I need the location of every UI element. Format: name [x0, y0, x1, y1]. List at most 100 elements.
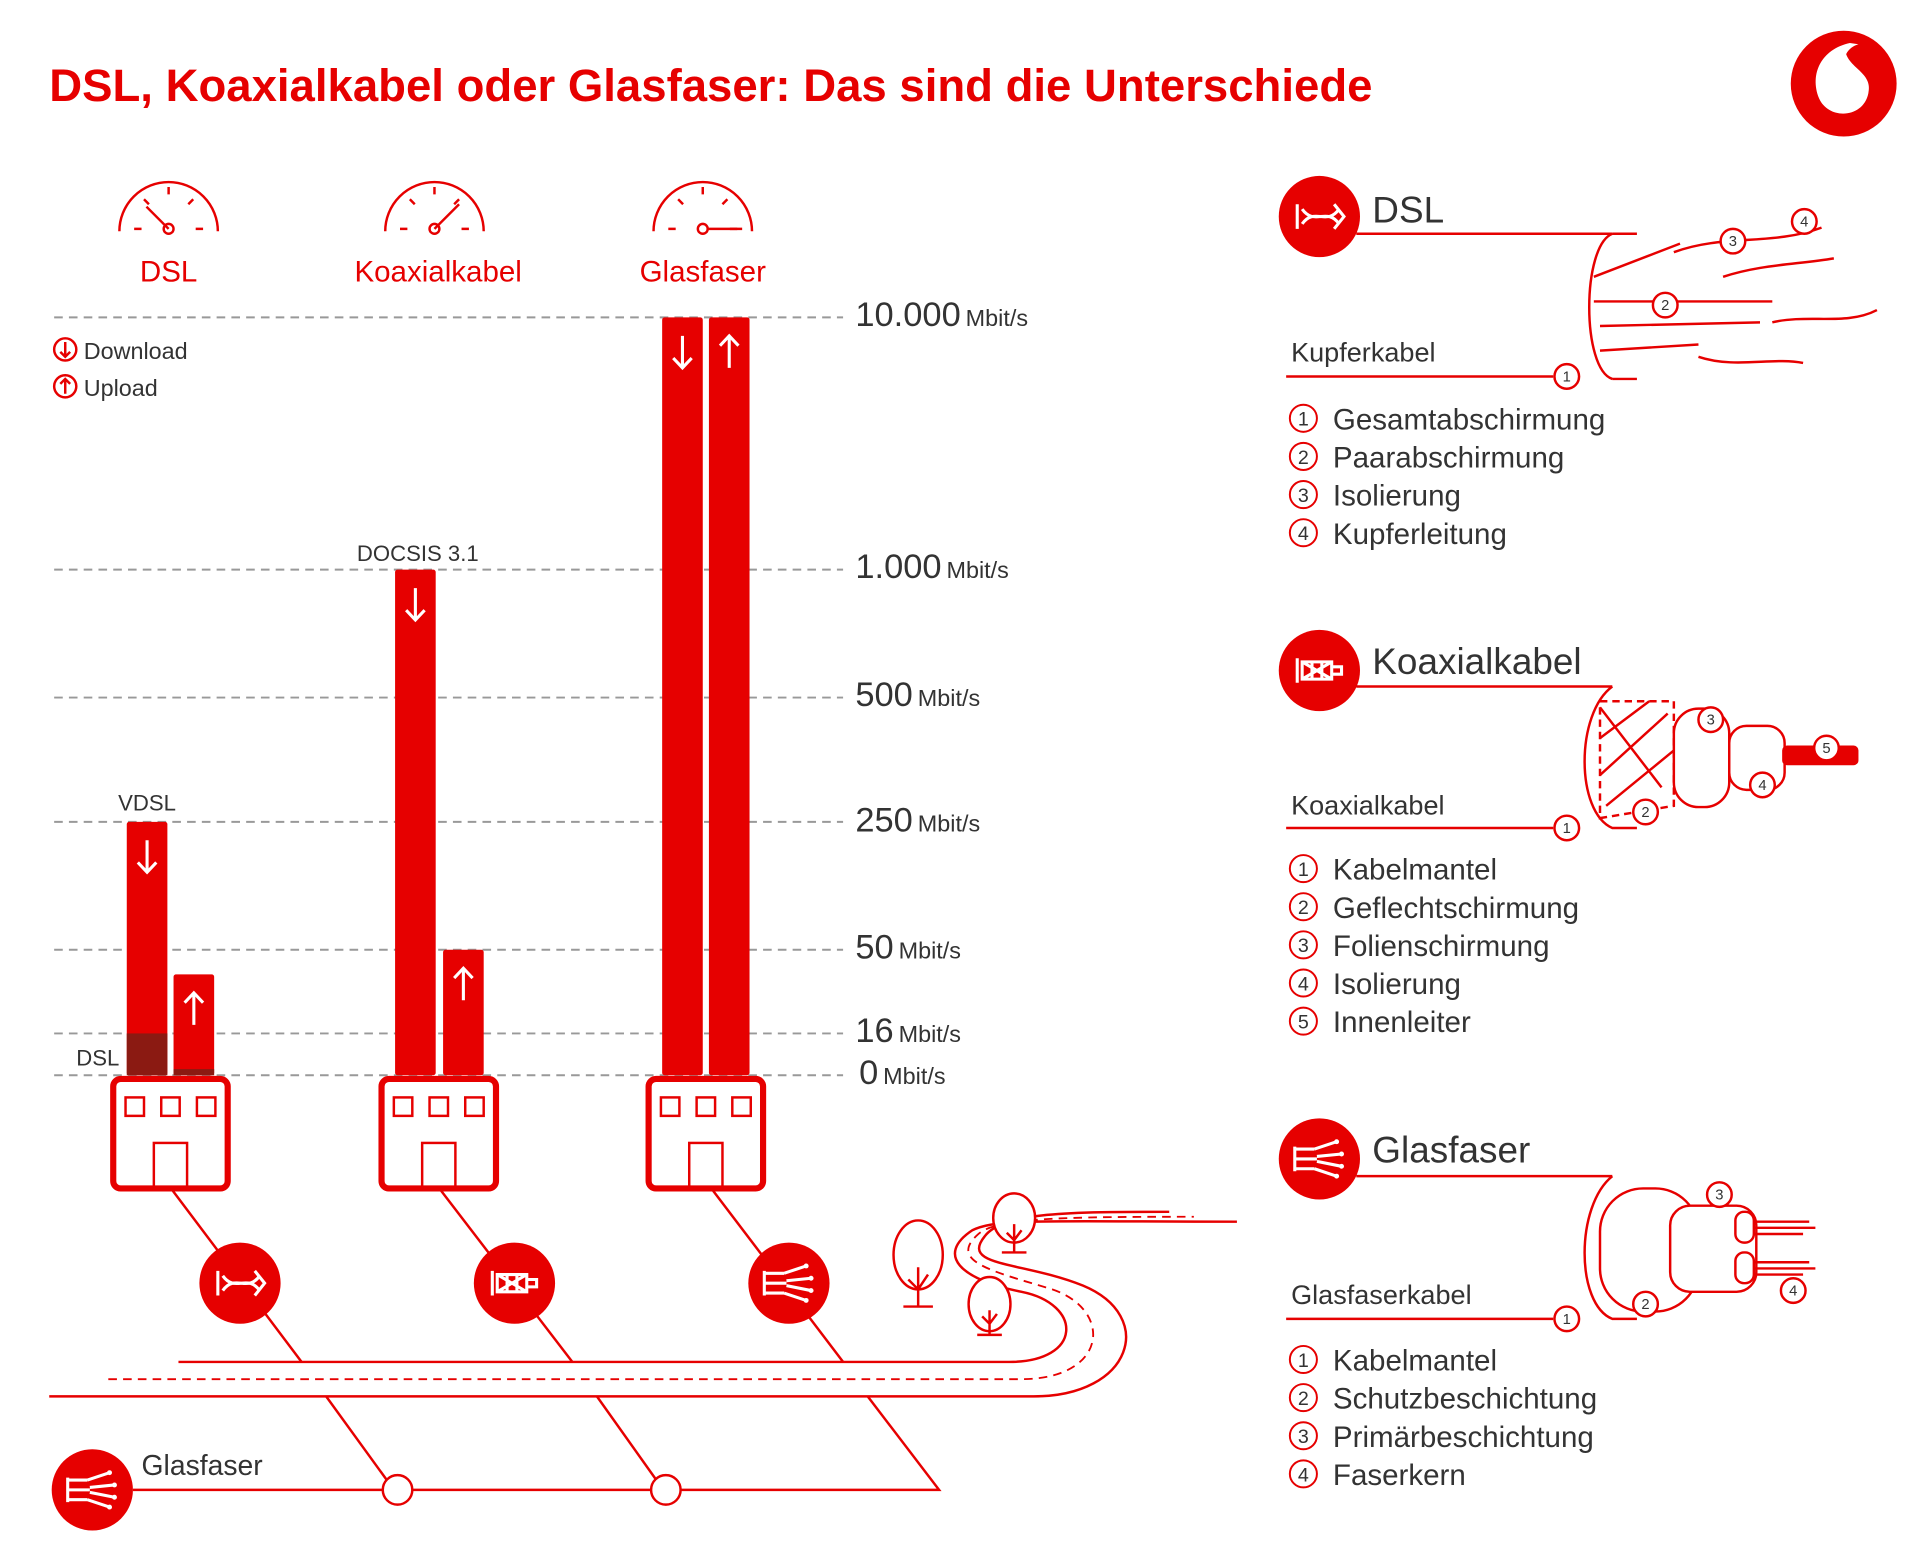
svg-text:2: 2	[1641, 1297, 1649, 1313]
gauge-label-dsl: DSL	[140, 256, 197, 289]
parts-list-koax: 1 Kabelmantel 2 Geflechtschirmung 3 Foliensch…	[1288, 854, 1579, 1039]
svg-text:3: 3	[1298, 935, 1309, 957]
part-item: 1 Gesamtabschirmung	[1288, 403, 1605, 436]
download-icon	[52, 337, 78, 362]
koax-cable-icon	[473, 1242, 556, 1324]
svg-text:4: 4	[1298, 523, 1309, 545]
svg-text:3: 3	[1298, 485, 1309, 507]
svg-text:4: 4	[1789, 1283, 1797, 1299]
svg-text:1: 1	[1298, 859, 1309, 881]
number-badge	[1288, 892, 1318, 922]
building-glas-icon	[649, 1079, 763, 1188]
svg-text:4: 4	[1800, 214, 1808, 230]
number-badge	[1288, 403, 1318, 433]
legend: Download Upload	[52, 337, 188, 401]
svg-text:Koaxialkabel: Koaxialkabel	[1372, 641, 1581, 682]
part-label: Primärbeschichtung	[1333, 1421, 1594, 1454]
svg-text:2: 2	[1298, 897, 1309, 919]
part-item: 4 Faserkern	[1288, 1459, 1466, 1492]
svg-text:2: 2	[1661, 298, 1669, 314]
number-badge	[1288, 1459, 1318, 1489]
tick-500: 500 Mbit/s	[855, 676, 980, 714]
label-docsis: DOCSIS 3.1	[357, 541, 479, 566]
part-label: Kabelmantel	[1333, 854, 1497, 887]
bar-download-glasfaser	[662, 317, 703, 1076]
part-item: 2 Paarabschirmung	[1288, 442, 1564, 475]
number-badge	[1288, 854, 1318, 884]
bar-dsl-legacy-upload	[173, 1069, 215, 1076]
svg-text:4: 4	[1298, 1464, 1309, 1486]
part-item: 5 Innenleiter	[1288, 1006, 1471, 1039]
svg-text:3: 3	[1729, 234, 1737, 250]
svg-text:Koaxialkabel: Koaxialkabel	[1291, 789, 1444, 820]
svg-text:4: 4	[1758, 778, 1766, 794]
svg-text:Glasfaserkabel: Glasfaserkabel	[1291, 1279, 1472, 1310]
download-arrow-icon	[405, 588, 426, 623]
cable-section-dsl: DSL Kupferkabel 1 2 3 4	[1278, 175, 1878, 390]
part-label: Kabelmantel	[1333, 1345, 1497, 1378]
number-badge	[1288, 968, 1318, 998]
number-badge	[1288, 1383, 1318, 1413]
bar	[443, 949, 484, 1076]
part-item: 1 Kabelmantel	[1288, 1345, 1497, 1378]
bar	[173, 974, 215, 1076]
bar-upload-glasfaser	[708, 317, 750, 1076]
svg-text:2: 2	[1298, 1388, 1309, 1410]
junction-node	[649, 1473, 682, 1506]
gauge-koax-icon	[384, 180, 485, 235]
tick-250: 250 Mbit/s	[855, 802, 980, 840]
cable-section-glas: Glasfaser Glasfaserkabel 1 2 3 4	[1278, 1118, 1816, 1333]
part-item: 3 Folienschirmung	[1288, 930, 1550, 963]
svg-text:5: 5	[1298, 1012, 1309, 1034]
junction-node	[381, 1473, 414, 1506]
trees-icon	[892, 1192, 1037, 1337]
download-arrow-icon	[136, 840, 158, 875]
page-title: DSL, Koaxialkabel oder Glasfaser: Das si…	[49, 60, 1372, 111]
parts-list-dsl: 1 Gesamtabschirmung 2 Paarabschirmung 3 Isoli…	[1288, 403, 1605, 551]
svg-text:Glasfaser: Glasfaser	[1372, 1130, 1530, 1171]
part-label: Isolierung	[1333, 968, 1461, 1001]
svg-text:1: 1	[1298, 409, 1309, 431]
bar	[395, 569, 436, 1076]
backbone-fiber-icon	[51, 1449, 133, 1531]
vodafone-logo	[1790, 30, 1897, 137]
legend-upload: Upload	[84, 375, 158, 401]
svg-text:1: 1	[1298, 1350, 1309, 1372]
upload-arrow-icon	[718, 333, 740, 368]
svg-text:1: 1	[1563, 369, 1571, 385]
building-dsl-icon	[113, 1079, 227, 1188]
bar	[708, 317, 750, 1076]
part-label: Geflechtschirmung	[1333, 892, 1579, 925]
part-label: Innenleiter	[1333, 1006, 1471, 1039]
fiber-cable-icon	[748, 1242, 830, 1324]
y-tick-labels: 10.000 Mbit/s 1.000 Mbit/s 500 Mbit/s 250 Mb…	[855, 296, 1028, 1092]
part-label: Folienschirmung	[1333, 930, 1550, 963]
building-koax-icon	[382, 1079, 496, 1188]
part-label: Schutzbeschichtung	[1333, 1383, 1597, 1416]
part-label: Kupferleitung	[1333, 518, 1507, 551]
svg-text:2: 2	[1298, 447, 1309, 469]
bar	[126, 821, 168, 1076]
part-label: Paarabschirmung	[1333, 442, 1564, 475]
cable-section-koax: Koaxialkabel Koaxialkabel 1 2 3 4 5	[1278, 629, 1859, 842]
gauge-label-glas: Glasfaser	[640, 256, 767, 289]
part-item: 3 Primärbeschichtung	[1288, 1421, 1594, 1454]
svg-text:3: 3	[1715, 1188, 1723, 1204]
svg-text:Kupferkabel: Kupferkabel	[1291, 337, 1435, 368]
gauge-label-koax: Koaxialkabel	[354, 256, 521, 289]
part-item: 4 Kupferleitung	[1288, 518, 1507, 551]
part-item: 4 Isolierung	[1288, 968, 1461, 1001]
part-label: Faserkern	[1333, 1459, 1466, 1492]
bar-download-dsl	[126, 821, 168, 1076]
part-label: Isolierung	[1333, 480, 1461, 513]
upload-arrow-icon	[453, 965, 474, 1001]
tick-16: 16 Mbit/s	[855, 1012, 961, 1050]
svg-text:1: 1	[1563, 1312, 1571, 1328]
number-badge	[1288, 930, 1318, 960]
upload-icon	[52, 374, 78, 399]
number-badge	[1288, 1006, 1318, 1036]
bar-upload-dsl	[173, 974, 215, 1076]
part-item: 2 Schutzbeschichtung	[1288, 1383, 1597, 1416]
svg-text:1: 1	[1563, 821, 1571, 837]
gauge-glas-icon	[652, 180, 754, 235]
